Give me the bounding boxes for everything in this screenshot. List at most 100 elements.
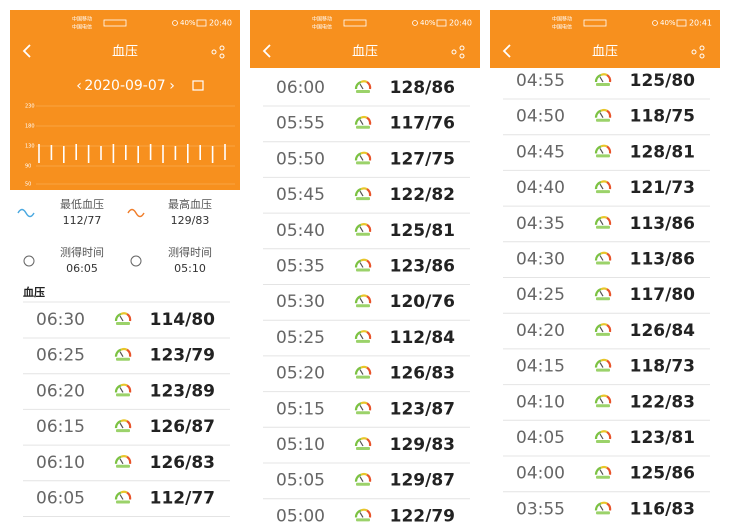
record-row[interactable]: 04:15 118/73	[503, 357, 710, 386]
record-time: 04:00	[516, 464, 565, 484]
share-button[interactable]	[211, 45, 225, 59]
gauge-icon	[594, 180, 612, 194]
date-next[interactable]: ›	[169, 78, 175, 94]
gauge-needle	[119, 494, 124, 500]
record-row[interactable]: 05:15 123/87	[263, 399, 470, 428]
record-row[interactable]: 05:20 126/83	[263, 364, 470, 393]
header-bg	[10, 10, 240, 190]
record-time: 04:45	[516, 142, 565, 162]
gauge-icon	[354, 330, 372, 343]
gauge-arc	[120, 347, 128, 351]
gauge-arc	[354, 80, 362, 90]
record-time: 05:25	[276, 328, 325, 348]
gauge-icon	[594, 73, 612, 86]
gauge-icon	[594, 430, 612, 443]
gauge-icon	[594, 144, 612, 158]
gauge-icon	[594, 287, 612, 301]
record-row[interactable]: 06:25 123/79	[23, 346, 230, 375]
status-carrier: 中国移动	[552, 16, 572, 23]
record-row[interactable]: 05:50 127/75	[263, 149, 470, 178]
gauge-arc	[120, 419, 128, 423]
gauge-base	[356, 232, 370, 236]
record-row[interactable]: 05:35 123/86	[263, 257, 470, 285]
gauge-arc	[366, 81, 372, 90]
share-dot	[211, 49, 217, 55]
gauge-needle	[359, 190, 364, 197]
gauge-arc	[360, 330, 368, 333]
gauge-arc	[606, 502, 612, 511]
record-row[interactable]: 04:25 117/80	[503, 285, 710, 314]
share-button[interactable]	[451, 45, 465, 59]
record-row[interactable]: 06:15 126/87	[23, 417, 230, 446]
record-row[interactable]: 05:40 125/81	[263, 221, 470, 250]
record-reading: 123/87	[390, 399, 455, 419]
gauge-arc	[366, 330, 372, 340]
gauge-arc	[114, 348, 122, 357]
share-dot	[459, 53, 465, 59]
gauge-needle	[599, 433, 604, 440]
record-row[interactable]: 04:45 128/81	[503, 142, 710, 171]
back-button[interactable]	[22, 44, 31, 58]
record-row[interactable]: 05:25 112/84	[263, 328, 470, 357]
date-prev[interactable]: ‹	[76, 78, 82, 94]
record-row[interactable]: 04:35 113/86	[503, 214, 710, 243]
record-row[interactable]: 06:00 128/86	[263, 78, 470, 107]
gauge-icon	[594, 251, 612, 265]
gauge-icon	[114, 419, 132, 433]
record-row[interactable]: 05:00 122/79	[263, 506, 470, 532]
gauge-base	[116, 357, 130, 361]
record-row[interactable]: 04:30 113/86	[503, 250, 710, 278]
record-row[interactable]: 04:05 123/81	[503, 428, 710, 457]
gauge-arc	[606, 109, 612, 118]
record-row[interactable]: 04:00 125/86	[503, 464, 710, 493]
share-dot	[219, 45, 225, 51]
status-battery: 40%	[180, 19, 196, 27]
gauge-base	[356, 482, 370, 486]
record-time: 04:30	[516, 250, 565, 270]
gauge-arc	[600, 394, 608, 398]
gauge-icon	[354, 365, 372, 379]
record-time: 04:10	[516, 392, 565, 412]
record-row[interactable]: 05:10 129/83	[263, 435, 470, 464]
record-row[interactable]: 06:10 126/83	[23, 453, 230, 482]
clock-icon	[130, 255, 142, 267]
record-row[interactable]: 06:20 123/89	[23, 381, 230, 410]
status-time: 20:40	[449, 19, 472, 28]
record-row[interactable]: 03:55 116/83	[503, 499, 710, 527]
gauge-arc	[594, 288, 602, 297]
record-row[interactable]: 05:55 117/76	[263, 114, 470, 143]
gauge-arc	[126, 384, 132, 393]
record-row[interactable]: 06:30 114/80	[23, 310, 230, 339]
record-row[interactable]: 04:40 121/73	[503, 178, 710, 207]
back-button[interactable]	[262, 44, 271, 58]
gauge-arc	[366, 223, 372, 232]
record-row[interactable]: 04:50 118/75	[503, 107, 710, 136]
gauge-arc	[354, 116, 362, 125]
record-row[interactable]: 06:05 112/77	[23, 489, 230, 517]
gauge-arc	[600, 216, 608, 219]
back-button[interactable]	[502, 44, 511, 58]
gauge-base	[596, 440, 610, 443]
record-row[interactable]: 04:10 122/83	[503, 392, 710, 421]
record-time: 04:15	[516, 357, 565, 377]
record-row[interactable]: 04:20 126/84	[503, 321, 710, 350]
status-carrier: 中国电信	[312, 24, 332, 31]
record-time: 05:30	[276, 292, 325, 312]
gauge-icon	[354, 472, 372, 486]
record-time: 05:15	[276, 399, 325, 419]
gauge-base	[356, 125, 370, 129]
gauge-needle	[359, 476, 364, 483]
record-row[interactable]: 04:55 125/80	[503, 71, 710, 100]
gauge-icon	[354, 187, 372, 201]
gauge-icon	[594, 216, 612, 229]
share-button[interactable]	[691, 45, 705, 59]
gauge-arc	[354, 437, 362, 447]
gauge-needle	[359, 119, 364, 126]
record-row[interactable]: 05:30 120/76	[263, 292, 470, 321]
calendar-button[interactable]	[192, 80, 204, 91]
gauge-icon	[114, 383, 132, 397]
summary-label: 最低血压	[60, 197, 104, 211]
record-row[interactable]: 05:45 122/82	[263, 185, 470, 214]
record-row[interactable]: 05:05 129/87	[263, 471, 470, 500]
